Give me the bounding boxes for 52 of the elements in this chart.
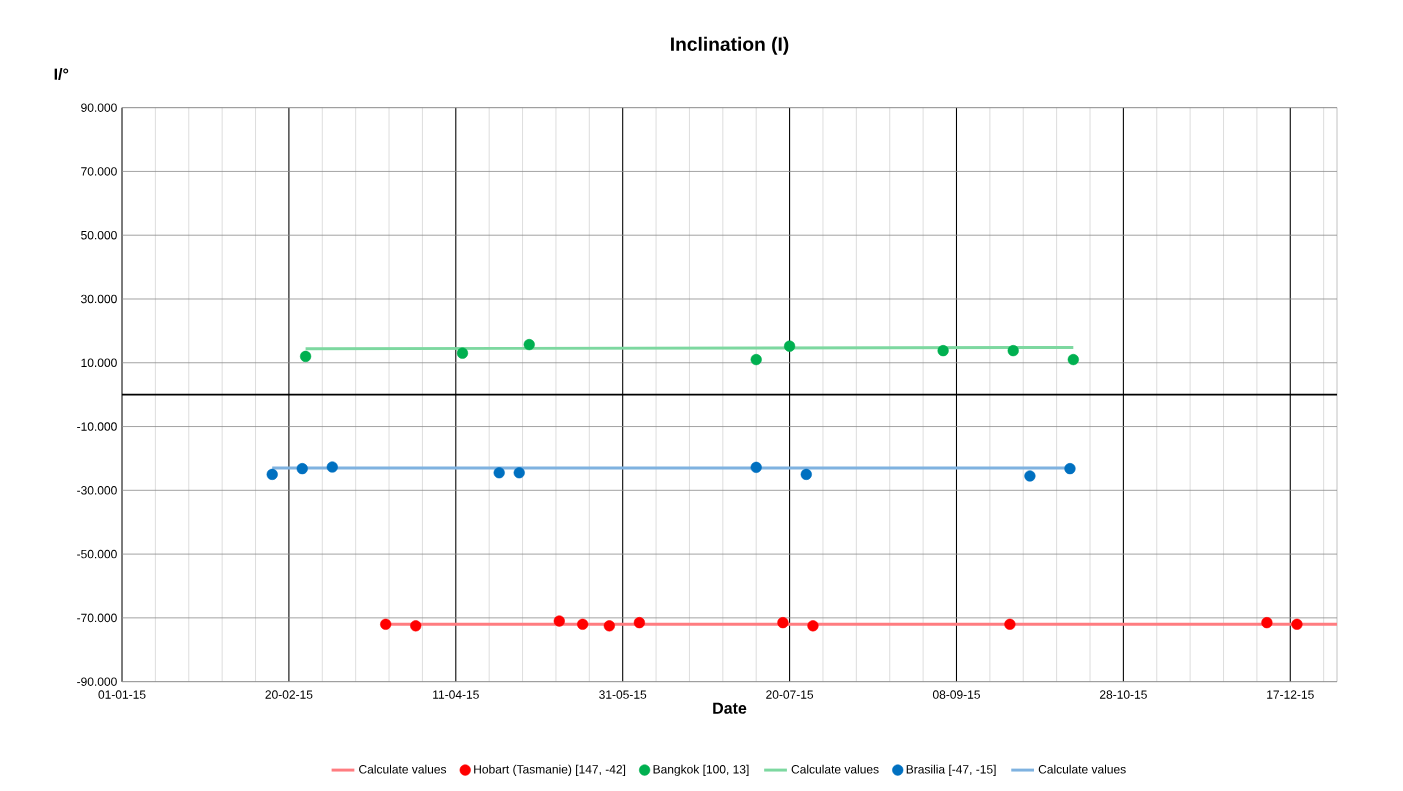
point xyxy=(326,461,338,473)
point xyxy=(1261,617,1273,629)
point xyxy=(553,615,565,627)
y-tick-label: -70.000 xyxy=(77,613,117,623)
point xyxy=(456,347,469,359)
point xyxy=(1291,618,1303,630)
x-tick-label: 17-12-15 xyxy=(1267,690,1314,699)
y-tick-label: -30.000 xyxy=(77,486,117,495)
y-tick-label: 10.000 xyxy=(81,358,117,368)
y-axis-title: I/° xyxy=(54,68,69,80)
point xyxy=(937,345,949,357)
x-tick-label: 31-05-15 xyxy=(599,690,647,699)
chart-title: Inclination (I) xyxy=(671,36,789,55)
legend-label: Bangkok [100, 13] xyxy=(653,764,749,776)
legend-label: Calculate values xyxy=(359,764,447,774)
x-tick-label: 08-09-15 xyxy=(932,690,980,699)
legend-label: Calculate values xyxy=(1038,764,1126,774)
point xyxy=(410,620,422,632)
point xyxy=(523,338,535,351)
point xyxy=(513,467,525,479)
y-tick-label: 70.000 xyxy=(81,167,117,176)
point xyxy=(1024,470,1036,482)
x-tick-label: 28-10-15 xyxy=(1099,690,1147,699)
point xyxy=(1007,345,1019,357)
y-tick-label: 50.000 xyxy=(81,230,117,240)
y-tick-label: -10.000 xyxy=(77,422,117,431)
point xyxy=(750,353,762,366)
x-tick-label: 01-01-15 xyxy=(98,690,146,699)
point xyxy=(1004,618,1016,630)
legend-label: Calculate values xyxy=(791,764,879,774)
point xyxy=(577,618,589,630)
x-axis-title: Date xyxy=(713,702,747,714)
point xyxy=(783,340,796,352)
point xyxy=(800,468,812,480)
point xyxy=(750,461,762,473)
point xyxy=(1067,353,1079,366)
point xyxy=(603,620,615,632)
point xyxy=(1064,463,1076,475)
y-tick-label: 90.000 xyxy=(81,103,117,112)
point xyxy=(380,618,392,630)
point xyxy=(633,617,645,629)
legend-label: Brasilia [-47, -15] xyxy=(906,764,996,776)
y-tick-label: -90.000 xyxy=(77,677,117,686)
x-tick-label: 20-02-15 xyxy=(265,690,313,699)
point xyxy=(807,620,819,632)
point xyxy=(493,467,505,479)
y-tick-label: 30.000 xyxy=(81,294,117,304)
y-tick-label: -50.000 xyxy=(77,549,117,559)
x-tick-label: 20-07-15 xyxy=(766,690,814,699)
point xyxy=(777,617,789,629)
legend-label: Hobart (Tasmanie) [147, -42] xyxy=(474,764,626,776)
x-tick-label: 11-04-15 xyxy=(433,690,479,699)
